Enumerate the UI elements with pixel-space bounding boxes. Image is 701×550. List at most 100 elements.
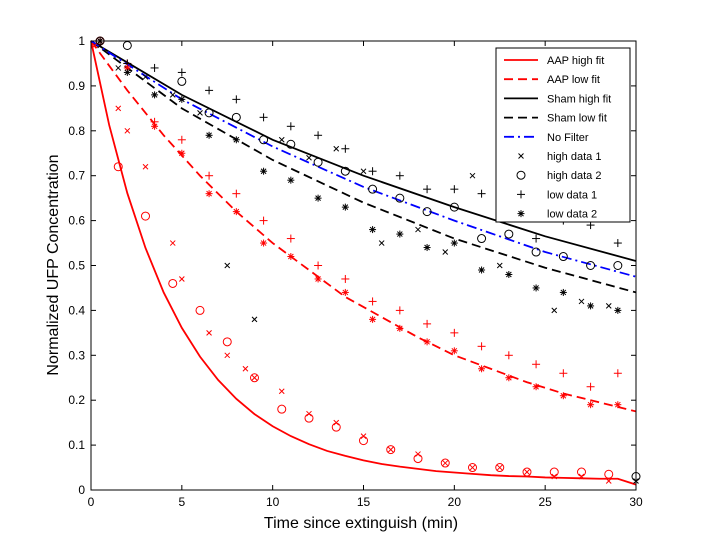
data-point <box>251 374 258 381</box>
data-point <box>450 185 459 194</box>
data-point <box>286 139 296 149</box>
data-point <box>232 208 240 216</box>
legend-label: low data 1 <box>547 189 597 201</box>
legend-marker <box>517 190 525 199</box>
data-point <box>496 464 503 471</box>
data-point <box>614 306 622 314</box>
legend: AAP high fit AAP low fit Sham high fit Sham… <box>495 47 631 223</box>
data-point <box>531 247 541 257</box>
data-point <box>423 319 432 328</box>
data-point <box>495 463 505 473</box>
plot-area <box>90 36 641 486</box>
data-point <box>551 307 558 314</box>
data-point <box>469 464 476 471</box>
data-point <box>206 329 212 336</box>
data-point <box>478 266 486 274</box>
data-point <box>259 216 268 225</box>
data-point <box>232 189 241 198</box>
legend-item: AAP low fit <box>504 74 600 86</box>
data-point <box>314 131 323 140</box>
data-point <box>613 369 622 378</box>
data-point <box>613 239 622 248</box>
data-point <box>177 68 186 77</box>
series-6 <box>95 36 641 482</box>
legend-box <box>495 47 631 223</box>
data-point <box>242 365 249 372</box>
legend-item: Sham low fit <box>504 113 607 125</box>
data-point <box>278 388 285 395</box>
data-point <box>368 167 377 176</box>
data-point <box>387 446 394 453</box>
x-tick-label: 25 <box>538 495 552 509</box>
y-tick-label: 1 <box>78 34 85 48</box>
data-point <box>396 324 404 332</box>
data-point <box>369 315 377 323</box>
data-point <box>423 244 431 252</box>
data-point <box>341 144 350 153</box>
data-point <box>232 136 240 144</box>
data-point <box>151 91 159 99</box>
data-point <box>504 229 514 239</box>
data-point <box>605 303 612 309</box>
x-tick-label: 0 <box>88 495 95 509</box>
data-point <box>115 105 122 112</box>
data-point <box>496 262 503 269</box>
data-point <box>522 467 532 477</box>
data-point <box>504 351 513 360</box>
legend-item: No Filter <box>504 132 589 144</box>
data-point <box>549 467 559 477</box>
data-point <box>505 270 513 278</box>
data-point <box>559 392 567 400</box>
data-point <box>314 194 322 202</box>
data-point <box>442 460 449 466</box>
data-point <box>587 401 595 409</box>
data-point <box>232 95 241 104</box>
data-point <box>360 168 367 175</box>
data-point <box>577 467 586 477</box>
data-point <box>613 261 623 270</box>
data-point <box>142 163 149 170</box>
x-tick-label: 5 <box>178 495 185 509</box>
data-point <box>150 63 159 72</box>
data-point <box>532 383 540 391</box>
legend-label: Sham low fit <box>547 113 607 125</box>
data-point <box>231 112 241 122</box>
y-tick-label: 0 <box>78 483 85 497</box>
data-point <box>169 240 176 246</box>
data-point <box>177 135 186 144</box>
data-point <box>378 240 385 246</box>
data-point <box>259 135 269 145</box>
x-tick-label: 30 <box>629 495 643 509</box>
data-point <box>477 342 486 351</box>
y-tick-label: 0.1 <box>68 438 85 452</box>
data-point <box>478 365 486 373</box>
data-point <box>333 145 340 152</box>
legend-label: AAP low fit <box>547 74 600 86</box>
data-point <box>578 298 585 305</box>
data-point <box>91 42 98 49</box>
data-point <box>468 463 477 473</box>
data-point <box>197 109 203 116</box>
y-tick-label: 0.4 <box>68 303 85 317</box>
data-point <box>115 65 122 71</box>
data-point <box>449 202 459 212</box>
data-point <box>313 157 323 167</box>
data-point <box>260 167 268 175</box>
legend-item: low data 1 <box>517 189 597 201</box>
data-point <box>605 478 612 484</box>
series-line <box>90 40 637 486</box>
y-tick-label: 0.3 <box>68 348 85 362</box>
data-point <box>304 413 314 423</box>
data-point <box>205 131 213 139</box>
data-point <box>442 249 449 255</box>
data-point <box>450 239 458 247</box>
data-point <box>123 68 131 76</box>
data-point <box>505 374 513 382</box>
data-point <box>395 193 405 203</box>
data-point <box>205 190 213 198</box>
y-tick-label: 0.7 <box>68 169 85 183</box>
data-point <box>168 278 178 288</box>
data-point <box>524 469 530 475</box>
data-point <box>341 288 349 296</box>
